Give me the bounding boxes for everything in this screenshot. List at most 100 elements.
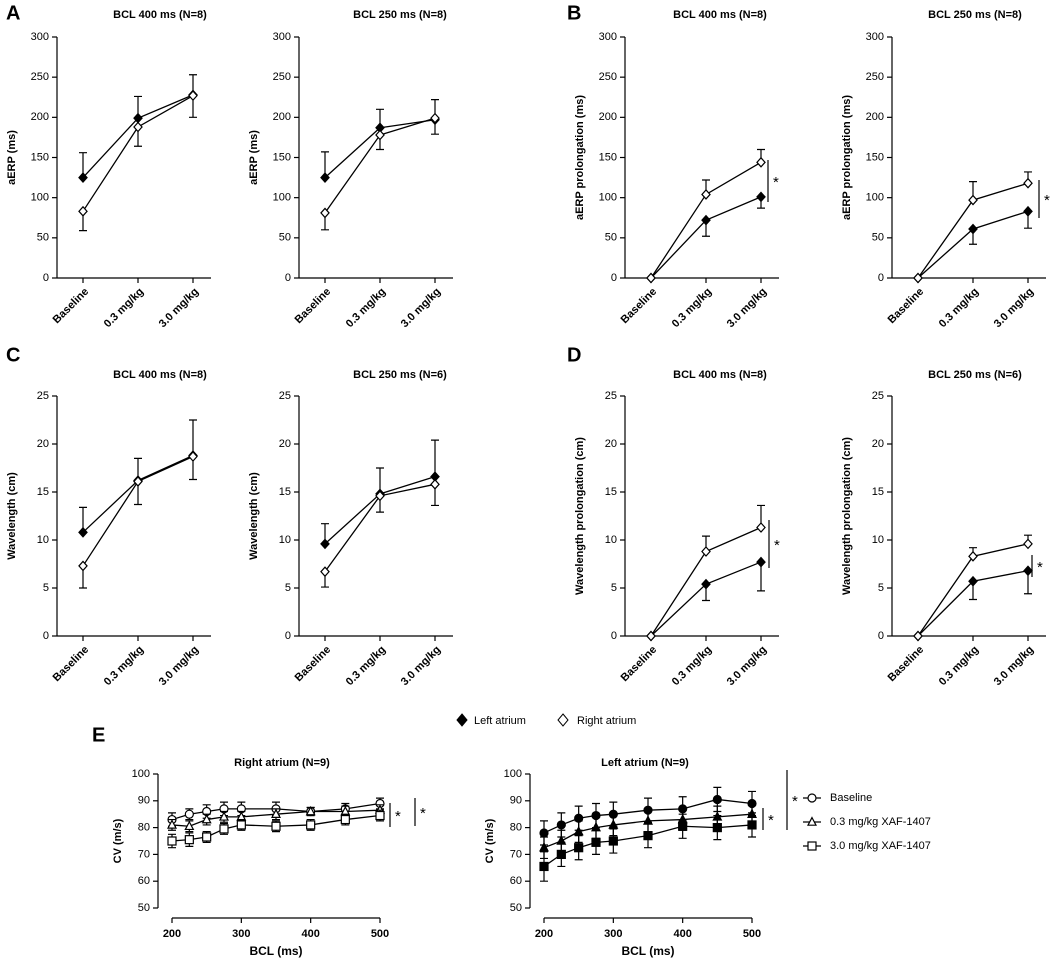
legend-label: Baseline bbox=[830, 792, 872, 804]
marker bbox=[1023, 565, 1033, 577]
y-tick-label: 15 bbox=[872, 486, 884, 498]
marker bbox=[219, 811, 229, 821]
y-tick-label: 0 bbox=[285, 272, 291, 284]
marker bbox=[591, 837, 601, 847]
marker bbox=[430, 112, 440, 124]
x-tick-label: 0.3 mg/kg bbox=[670, 644, 714, 688]
marker bbox=[188, 90, 198, 102]
y-axis-label: Wavelength (cm) bbox=[6, 472, 18, 560]
y-tick-label: 100 bbox=[866, 192, 884, 204]
y-tick-label: 50 bbox=[872, 232, 884, 244]
annotation: * bbox=[774, 537, 780, 554]
chart-title: BCL 400 ms (N=8) bbox=[673, 369, 767, 381]
marker bbox=[1023, 205, 1033, 217]
y-tick-label: 70 bbox=[138, 848, 150, 860]
y-tick-label: 250 bbox=[31, 71, 49, 83]
panel-label: E bbox=[92, 724, 105, 746]
legend-label: Right atrium bbox=[577, 715, 636, 727]
y-tick-label: 200 bbox=[273, 111, 291, 123]
marker bbox=[320, 172, 330, 183]
y-tick-label: 0 bbox=[43, 630, 49, 642]
marker bbox=[184, 809, 194, 819]
y-tick-label: 25 bbox=[872, 390, 884, 402]
y-tick-label: 15 bbox=[279, 486, 291, 498]
y-tick-label: 50 bbox=[138, 902, 150, 914]
y-axis-label: aERP (ms) bbox=[6, 130, 18, 185]
y-tick-label: 0 bbox=[285, 630, 291, 642]
marker bbox=[608, 836, 618, 846]
chart-title: Right atrium (N=9) bbox=[234, 757, 330, 769]
y-tick-label: 200 bbox=[31, 111, 49, 123]
marker bbox=[78, 172, 88, 183]
legend-label: 3.0 mg/kg XAF-1407 bbox=[830, 840, 931, 852]
marker bbox=[184, 820, 195, 831]
marker bbox=[320, 566, 330, 578]
marker bbox=[556, 820, 566, 830]
y-axis-label: CV (m/s) bbox=[112, 818, 124, 863]
y-tick-label: 300 bbox=[599, 31, 617, 43]
marker bbox=[133, 476, 143, 487]
chart-title: BCL 250 ms (N=8) bbox=[353, 9, 447, 21]
x-tick-label: Baseline bbox=[51, 644, 91, 684]
marker bbox=[678, 821, 688, 831]
marker bbox=[701, 189, 711, 200]
marker bbox=[320, 207, 330, 219]
marker bbox=[375, 129, 385, 141]
marker bbox=[643, 831, 653, 841]
chart-title: BCL 250 ms (N=6) bbox=[353, 369, 447, 381]
annotation: * bbox=[1044, 192, 1050, 209]
marker bbox=[968, 194, 978, 206]
x-tick-label: 3.0 mg/kg bbox=[399, 644, 443, 688]
marker bbox=[756, 191, 766, 203]
x-tick-label: Baseline bbox=[619, 644, 659, 684]
marker bbox=[701, 546, 711, 557]
y-tick-label: 10 bbox=[872, 534, 884, 546]
y-tick-label: 15 bbox=[37, 486, 49, 498]
y-tick-label: 300 bbox=[273, 31, 291, 43]
y-tick-label: 90 bbox=[510, 795, 522, 807]
y-tick-label: 60 bbox=[138, 875, 150, 887]
marker bbox=[556, 849, 566, 860]
marker bbox=[701, 214, 711, 226]
y-tick-label: 10 bbox=[605, 534, 617, 546]
y-tick-label: 20 bbox=[279, 438, 291, 450]
marker bbox=[574, 843, 584, 853]
chart-title: BCL 400 ms (N=8) bbox=[113, 369, 207, 381]
marker bbox=[201, 813, 212, 824]
marker bbox=[320, 538, 330, 550]
marker bbox=[913, 272, 923, 284]
annotation: * bbox=[768, 812, 774, 829]
x-tick-label: 3.0 mg/kg bbox=[157, 644, 201, 688]
marker bbox=[807, 793, 817, 803]
y-tick-label: 100 bbox=[132, 768, 150, 780]
marker bbox=[573, 825, 584, 836]
chart-title: BCL 250 ms (N=6) bbox=[928, 369, 1022, 381]
y-tick-label: 90 bbox=[138, 795, 150, 807]
x-tick-label: 0.3 mg/kg bbox=[670, 286, 714, 330]
y-axis-label: Wavelength prolongation (cm) bbox=[841, 437, 853, 595]
x-tick-label: Baseline bbox=[293, 286, 333, 326]
y-tick-label: 300 bbox=[866, 31, 884, 43]
y-tick-label: 0 bbox=[611, 630, 617, 642]
y-tick-label: 10 bbox=[279, 534, 291, 546]
x-tick-label: 0.3 mg/kg bbox=[937, 644, 981, 688]
annotation: * bbox=[395, 808, 401, 825]
y-tick-label: 100 bbox=[273, 192, 291, 204]
marker bbox=[1023, 538, 1033, 550]
x-tick-label: 200 bbox=[535, 928, 553, 940]
marker bbox=[219, 824, 229, 834]
y-tick-label: 300 bbox=[31, 31, 49, 43]
marker bbox=[236, 820, 246, 830]
y-tick-label: 150 bbox=[31, 151, 49, 163]
y-tick-label: 0 bbox=[878, 630, 884, 642]
y-tick-label: 80 bbox=[138, 822, 150, 834]
legend-marker bbox=[557, 713, 569, 727]
x-tick-label: 3.0 mg/kg bbox=[399, 286, 443, 330]
y-tick-label: 15 bbox=[605, 486, 617, 498]
chart-title: BCL 250 ms (N=8) bbox=[928, 9, 1022, 21]
marker bbox=[646, 272, 656, 284]
y-tick-label: 5 bbox=[611, 582, 617, 594]
y-tick-label: 25 bbox=[605, 390, 617, 402]
x-tick-label: 500 bbox=[371, 928, 389, 940]
